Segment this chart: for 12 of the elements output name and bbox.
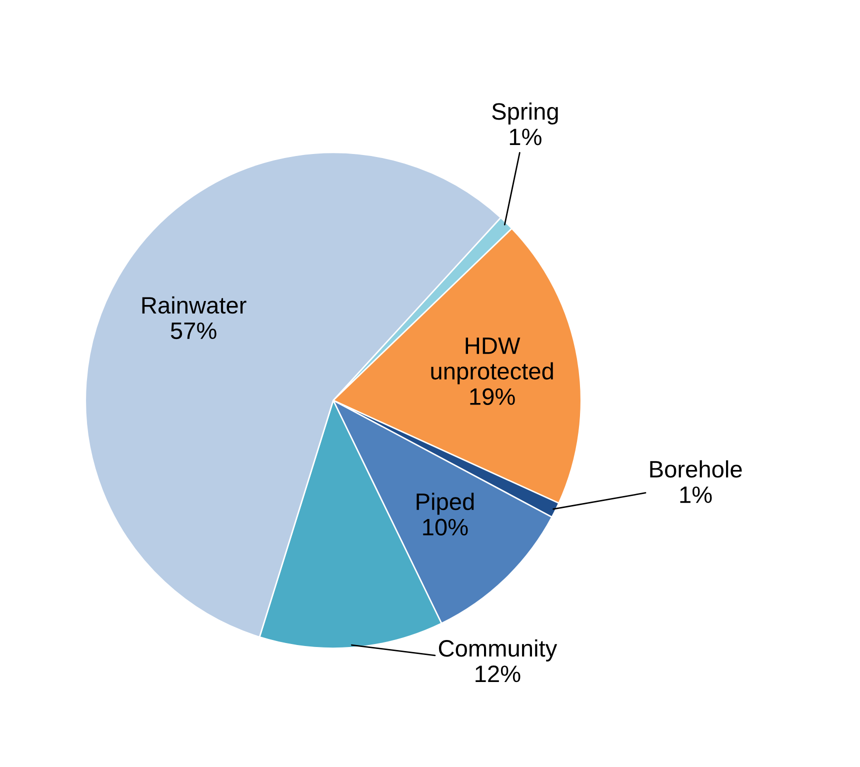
data-label: 10%: [423, 518, 468, 536]
slice-label: HDW unprotected: [431, 338, 553, 384]
slice-label: Spring: [492, 102, 558, 125]
data-label: 1%: [680, 486, 712, 503]
slice-label: Borehole: [650, 460, 742, 478]
data-label: 57%: [170, 322, 216, 340]
slice-label: Community: [438, 639, 558, 662]
data-label: 12%: [476, 665, 520, 682]
slice-label: Rainwater: [142, 296, 246, 314]
data-label: 19%: [470, 388, 515, 405]
data-label: 1%: [510, 128, 542, 146]
slice-label: Piped: [416, 492, 474, 515]
